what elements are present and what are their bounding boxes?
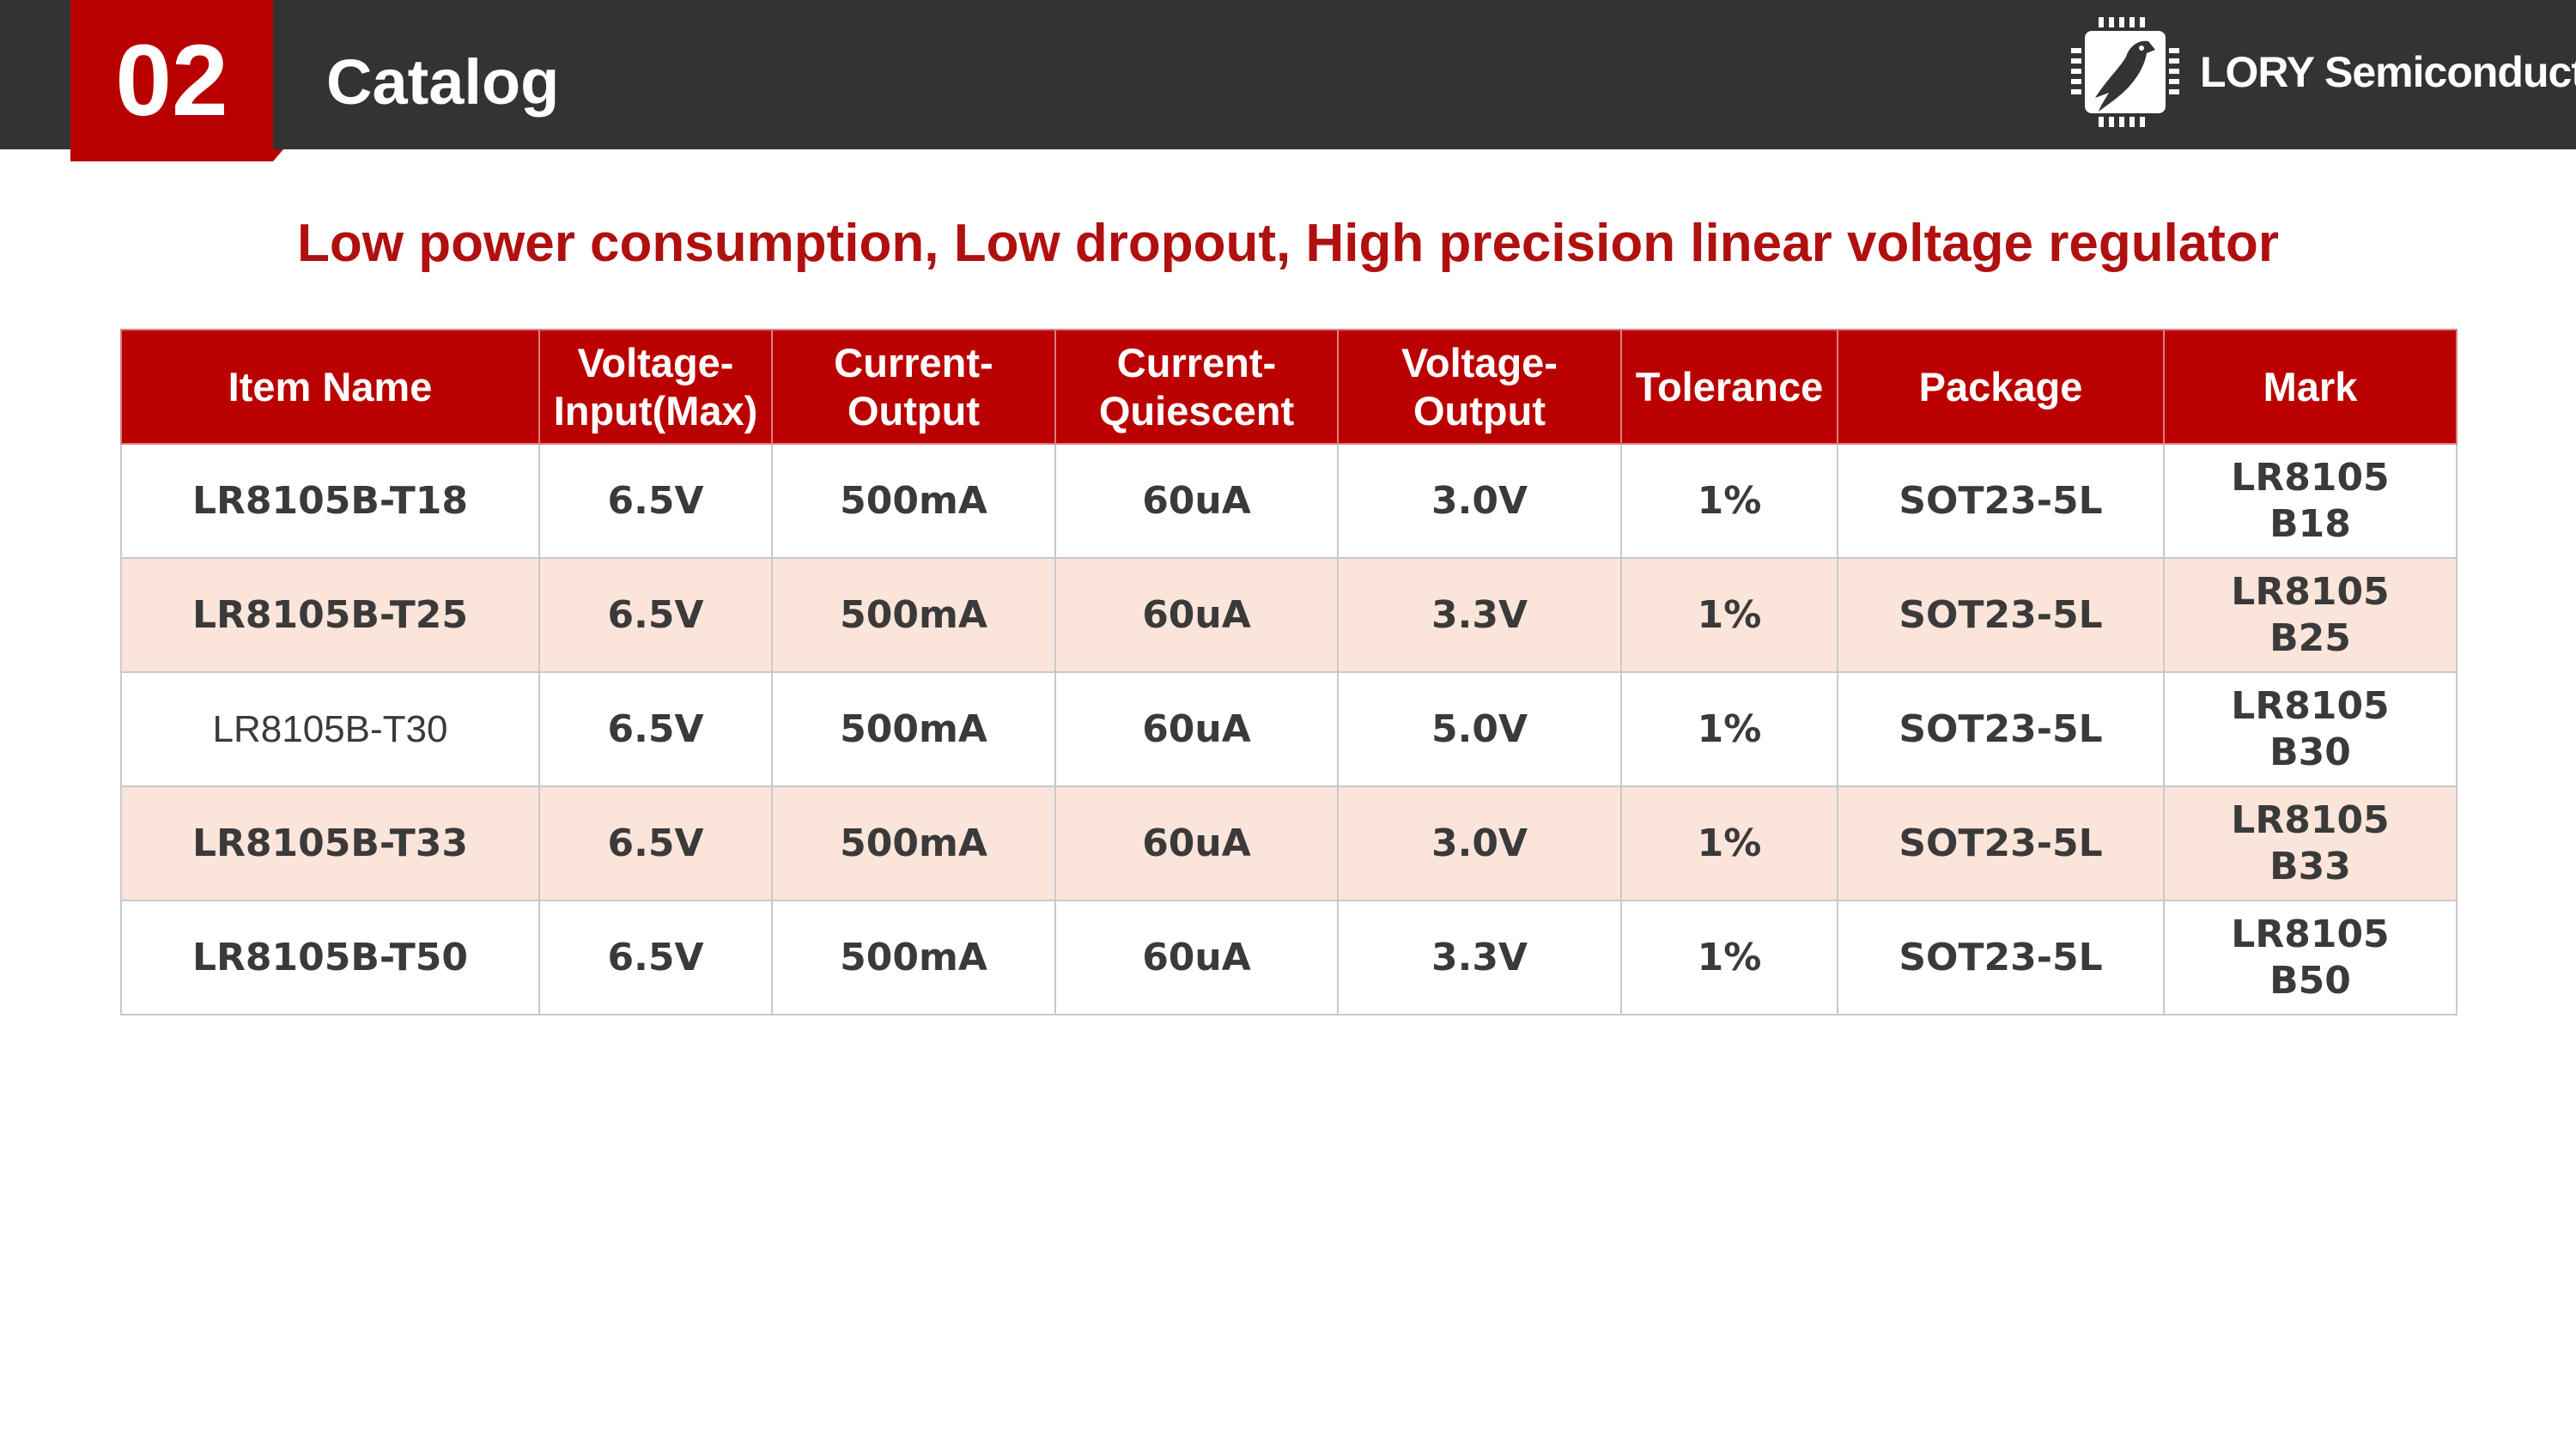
column-header: Tolerance — [1620, 329, 1838, 445]
tolerance-cell: 1% — [1620, 785, 1838, 901]
item-name-cell: LR8105B-T50 — [120, 900, 540, 1016]
current-quiescent-cell: 60uA — [1054, 900, 1339, 1016]
package-cell: SOT23-5L — [1837, 557, 2165, 673]
current-output-cell: 500mA — [771, 671, 1056, 787]
section-title: Catalog — [326, 46, 560, 118]
item-name-cell: LR8105B-T18 — [120, 443, 540, 559]
package-cell: SOT23-5L — [1837, 671, 2165, 787]
column-header: Package — [1837, 329, 2165, 445]
current-quiescent-cell: 60uA — [1054, 443, 1339, 559]
mark-cell: LR8105 B30 — [2163, 671, 2458, 787]
package-cell: SOT23-5L — [1837, 785, 2165, 901]
mark-cell: LR8105 B50 — [2163, 900, 2458, 1016]
voltage-input-cell: 6.5V — [538, 443, 773, 559]
column-header: Voltage- Input(Max) — [538, 329, 773, 445]
table-row: LR8105B-T18 6.5V 500mA 60uA 3.0V 1% SOT2… — [120, 443, 2458, 559]
table-row: LR8105B-T50 6.5V 500mA 60uA 3.3V 1% SOT2… — [120, 900, 2458, 1016]
table-header-row: Item Name Voltage- Input(Max) Current- Out… — [120, 329, 2458, 445]
item-name-cell: LR8105B-T33 — [120, 785, 540, 901]
tolerance-cell: 1% — [1620, 900, 1838, 1016]
voltage-output-cell: 3.0V — [1337, 443, 1622, 559]
voltage-input-cell: 6.5V — [538, 900, 773, 1016]
section-badge-tab — [273, 149, 283, 161]
column-header: Mark — [2163, 329, 2458, 445]
voltage-output-cell: 3.0V — [1337, 785, 1622, 901]
page-subtitle: Low power consumption, Low dropout, High… — [297, 214, 2279, 273]
current-quiescent-cell: 60uA — [1054, 785, 1339, 901]
package-cell: SOT23-5L — [1837, 443, 2165, 559]
mark-cell: LR8105 B33 — [2163, 785, 2458, 901]
column-header: Current- Quiescent — [1054, 329, 1339, 445]
catalog-table: Item Name Voltage- Input(Max) Current- Out… — [120, 329, 2458, 1016]
item-name-cell: LR8105B-T30 — [120, 671, 540, 787]
item-name-cell: LR8105B-T25 — [120, 557, 540, 673]
tolerance-cell: 1% — [1620, 443, 1838, 559]
voltage-output-cell: 3.3V — [1337, 900, 1622, 1016]
table-row: LR8105B-T30 6.5V 500mA 60uA 5.0V 1% SOT2… — [120, 671, 2458, 787]
table-row: LR8105B-T33 6.5V 500mA 60uA 3.0V 1% SOT2… — [120, 785, 2458, 901]
mark-cell: LR8105 B25 — [2163, 557, 2458, 673]
column-header: Voltage- Output — [1337, 329, 1622, 445]
current-quiescent-cell: 60uA — [1054, 557, 1339, 673]
current-quiescent-cell: 60uA — [1054, 671, 1339, 787]
voltage-input-cell: 6.5V — [538, 557, 773, 673]
current-output-cell: 500mA — [771, 785, 1056, 901]
table-row: LR8105B-T25 6.5V 500mA 60uA 3.3V 1% SOT2… — [120, 557, 2458, 673]
package-cell: SOT23-5L — [1837, 900, 2165, 1016]
current-output-cell: 500mA — [771, 900, 1056, 1016]
mark-cell: LR8105 B18 — [2163, 443, 2458, 559]
logo-text: LORY Semiconductor — [2200, 48, 2576, 96]
voltage-output-cell: 5.0V — [1337, 671, 1622, 787]
voltage-input-cell: 6.5V — [538, 671, 773, 787]
voltage-input-cell: 6.5V — [538, 785, 773, 901]
chip-bird-icon — [2071, 17, 2179, 127]
tolerance-cell: 1% — [1620, 557, 1838, 673]
voltage-output-cell: 3.3V — [1337, 557, 1622, 673]
current-output-cell: 500mA — [771, 557, 1056, 673]
section-number-badge: 02 — [70, 0, 273, 161]
company-logo: LORY Semiconductor — [2069, 15, 2576, 129]
column-header: Item Name — [120, 329, 540, 445]
column-header: Current- Output — [771, 329, 1056, 445]
current-output-cell: 500mA — [771, 443, 1056, 559]
tolerance-cell: 1% — [1620, 671, 1838, 787]
